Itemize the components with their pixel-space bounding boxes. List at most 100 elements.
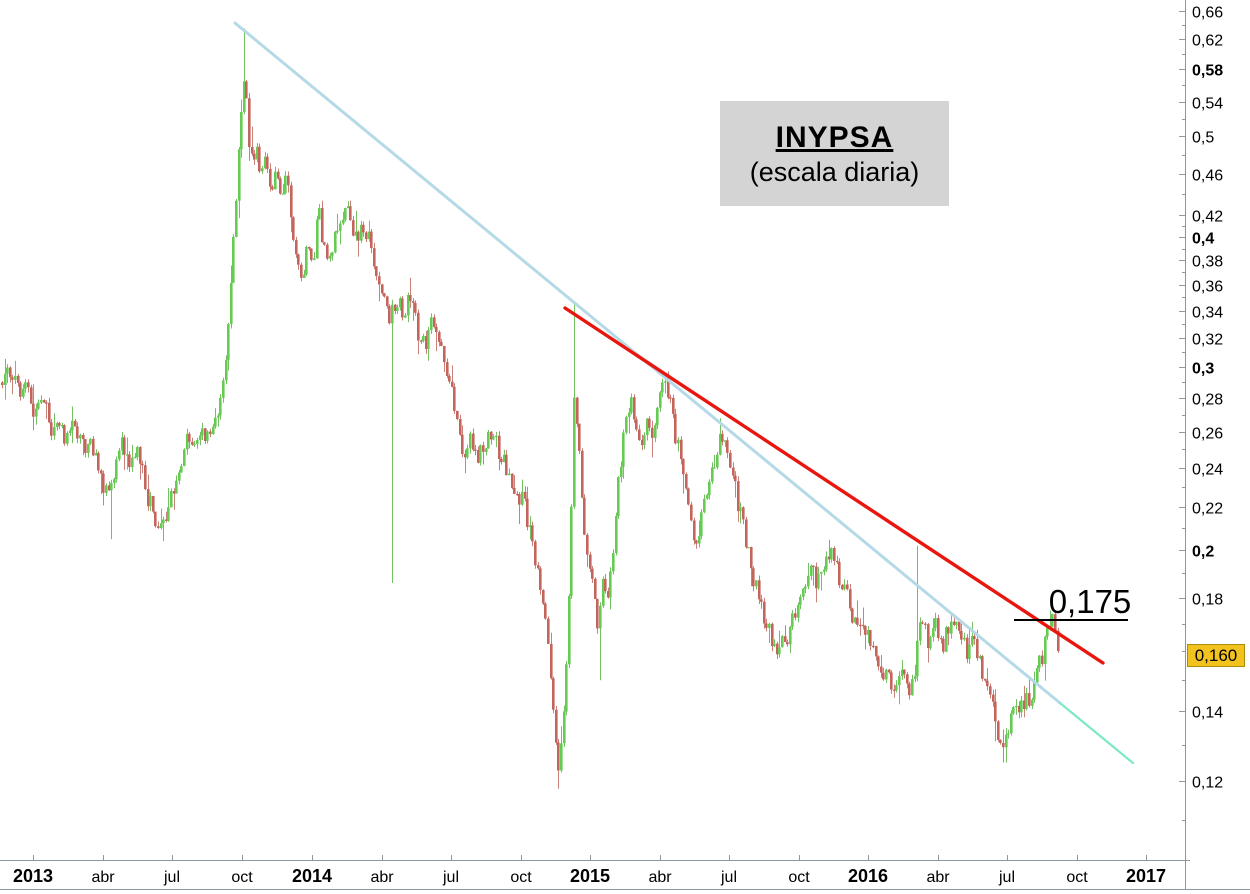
- candle-body-down: [880, 666, 883, 673]
- y-tick-label: 0,26: [1192, 426, 1223, 443]
- candle-body-down: [924, 623, 927, 625]
- y-tick-label: 0,14: [1192, 705, 1223, 722]
- candle-body-down: [74, 420, 77, 427]
- candle-body-up: [615, 516, 618, 553]
- candle-body-down: [641, 440, 644, 446]
- candle-body-up: [495, 435, 498, 437]
- candle-body-up: [911, 679, 914, 696]
- candle-body-up: [95, 452, 98, 456]
- candle-body-up: [225, 359, 228, 381]
- candle-body-down: [1018, 705, 1021, 713]
- y-tick-label: 0,66: [1192, 5, 1223, 22]
- candle-body-up: [487, 431, 490, 449]
- candle-body-down: [295, 239, 298, 255]
- candle-body-down: [498, 435, 501, 459]
- secondary-downtrend: [563, 306, 1105, 665]
- candle-body-up: [612, 553, 615, 572]
- candle-body-down: [204, 428, 207, 441]
- candle-body-down: [375, 266, 378, 277]
- candle-body-down: [877, 656, 880, 667]
- candle-body-up: [149, 496, 152, 507]
- candle-body-down: [682, 459, 685, 475]
- y-tick-label: 0,3: [1192, 361, 1214, 378]
- candle-body-up: [963, 637, 966, 640]
- candle-body-up: [6, 367, 9, 374]
- candle-body-down: [986, 680, 989, 687]
- candle-body-up: [219, 397, 222, 416]
- x-tick-label: jul: [998, 869, 1015, 886]
- candle-body-up: [719, 433, 722, 455]
- candle-body-down: [1041, 655, 1044, 664]
- candle-body-down: [269, 168, 272, 187]
- x-tick-label: oct: [510, 869, 532, 886]
- candle-body-up: [971, 636, 974, 645]
- candle-body-down: [721, 433, 724, 442]
- x-tick-label: 2014: [292, 866, 332, 886]
- candle-body-down: [836, 560, 839, 563]
- x-tick-label: jul: [442, 869, 459, 886]
- candle-body-down: [365, 232, 368, 240]
- candle-body-down: [586, 534, 589, 555]
- candle-body-up: [1007, 733, 1010, 735]
- candle-body-up: [968, 644, 971, 659]
- candle-body-down: [776, 643, 779, 655]
- candle-body-down: [378, 276, 381, 285]
- candle-body-up: [854, 617, 857, 623]
- candle-body-up: [87, 443, 90, 453]
- candle-body-up: [620, 466, 623, 478]
- candle-body-down: [794, 613, 797, 618]
- x-tick-label: 2017: [1126, 866, 1166, 886]
- candle-body-down: [745, 519, 748, 548]
- candle-body-down: [578, 423, 581, 451]
- candle-body-up: [934, 618, 937, 629]
- candle-body-down: [966, 637, 969, 659]
- candle-body-up: [175, 480, 178, 494]
- candle-body-down: [482, 445, 485, 452]
- candle-body-up: [703, 498, 706, 513]
- candle-body-up: [778, 647, 781, 655]
- x-tick-label: 2015: [570, 866, 610, 886]
- resistance-level-line: [1014, 619, 1128, 621]
- candle-body-up: [929, 637, 932, 649]
- candle-body-up: [69, 430, 72, 433]
- candle-body-down: [693, 520, 696, 541]
- candle-body-down: [734, 475, 737, 482]
- candle-body-down: [157, 526, 160, 528]
- candle-body-down: [908, 683, 911, 696]
- candle-body-down: [279, 178, 282, 194]
- candle-body-down: [729, 452, 732, 468]
- candle-body-up: [71, 420, 74, 431]
- candle-body-up: [230, 282, 233, 325]
- candle-body-up: [238, 149, 241, 201]
- candle-body-up: [355, 231, 358, 236]
- candle-body-up: [1038, 655, 1041, 668]
- candle-body-down: [815, 566, 818, 589]
- candle-body-down: [32, 403, 35, 417]
- candle-body-down: [209, 431, 212, 435]
- candle-body-up: [40, 400, 43, 403]
- candle-body-up: [625, 416, 628, 433]
- candle-body-down: [271, 186, 274, 190]
- candle-body-down: [433, 317, 436, 327]
- candle-body-down: [76, 426, 79, 439]
- candle-body-down: [100, 470, 103, 474]
- candle-body-up: [22, 388, 25, 397]
- candle-body-up: [503, 454, 506, 463]
- candle-body-down: [443, 346, 446, 363]
- x-tick-label: oct: [231, 869, 253, 886]
- candle-body-down: [976, 639, 979, 659]
- candle-body-up: [810, 565, 813, 576]
- candle-body-up: [53, 427, 56, 436]
- candle-body-down: [726, 440, 729, 453]
- candle-body-down: [690, 504, 693, 521]
- candle-body-down: [412, 301, 415, 303]
- x-tick-label: oct: [788, 869, 810, 886]
- candle-body-down: [191, 441, 194, 445]
- candle-body-down: [596, 598, 599, 629]
- candle-body-up: [789, 626, 792, 645]
- candle-body-up: [212, 426, 215, 435]
- candle-body-down: [953, 621, 956, 625]
- candle-body-up: [700, 512, 703, 537]
